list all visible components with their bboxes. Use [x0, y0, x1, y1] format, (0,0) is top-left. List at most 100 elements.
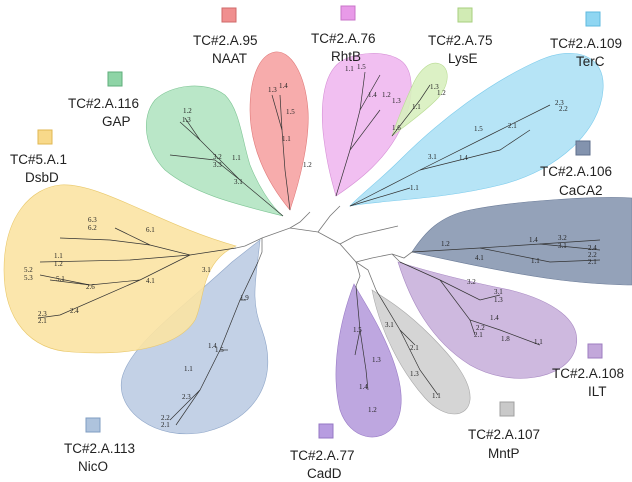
- legend-square-gap: [107, 71, 123, 87]
- tip-label-caca2: 4.1: [475, 254, 484, 262]
- tip-label-lyse: 1.1: [412, 103, 421, 111]
- tip-label-caca2: 2.2: [588, 251, 597, 259]
- family-name-naat: NAAT: [212, 51, 247, 66]
- tip-label-dsbd: 5.1: [56, 275, 65, 283]
- legend-square-naat: [221, 7, 237, 23]
- tip-label-terc: 1.1: [410, 184, 419, 192]
- tip-label-dsbd: 6.3: [88, 216, 97, 224]
- tip-label-nico: 1.5: [215, 346, 224, 354]
- family-name-caca2: CaCA2: [559, 183, 603, 198]
- family-name-mntp: MntP: [488, 446, 520, 461]
- tip-label-ilt: 1.8: [501, 335, 510, 343]
- tip-label-terc: 1.4: [459, 154, 468, 162]
- tip-label-rhtb: 1.1: [345, 65, 354, 73]
- tip-label-rhtb: 1.5: [357, 63, 366, 71]
- clade-region-cadd: [335, 283, 402, 438]
- family-tc-terc: TC#2.A.109: [550, 36, 622, 51]
- tip-label-mntp: 2.1: [410, 344, 419, 352]
- legend-square-cadd: [318, 423, 334, 439]
- family-name-gap: GAP: [102, 114, 131, 129]
- tip-label-dsbd: 4.1: [146, 277, 155, 285]
- family-legends: TC#2.A.116 GAP TC#2.A.95 NAAT TC#2.A.76 …: [10, 5, 624, 481]
- clade-region-mntp: [371, 289, 471, 415]
- tip-label-rhtb: 1.6: [392, 124, 401, 132]
- tip-label-cadd: 1.5: [353, 326, 362, 334]
- tip-label-dsbd: 5.3: [24, 274, 33, 282]
- family-tc-rhtb: TC#2.A.76: [311, 31, 376, 46]
- tip-label-cadd: 1.3: [372, 356, 381, 364]
- family-tc-mntp: TC#2.A.107: [468, 427, 540, 442]
- tip-label-dsbd: 2.4: [70, 307, 79, 315]
- tip-label-ilt: 1.3: [494, 296, 503, 304]
- tip-label-caca2: 1.4: [529, 236, 538, 244]
- tip-label-dsbd: 6.1: [146, 226, 155, 234]
- tip-label-dsbd: 3.1: [202, 266, 211, 274]
- clade-region-dsbd: [3, 184, 237, 354]
- tip-label-nico: 2.2: [161, 414, 170, 422]
- tree-branches: [37, 71, 601, 426]
- tip-label-terc: 2.2: [559, 105, 568, 113]
- legend-square-lyse: [457, 7, 473, 23]
- tip-label-dsbd: 2.1: [38, 317, 47, 325]
- family-tc-ilt: TC#2.A.108: [552, 366, 624, 381]
- legend-square-dsbd: [37, 129, 53, 145]
- tip-label-dsbd: 1.1: [54, 252, 63, 260]
- tip-label-dsbd: 6.2: [88, 224, 97, 232]
- tip-label-nico: 2.1: [161, 421, 170, 429]
- tip-label-mntp: 3.1: [385, 321, 394, 329]
- tip-label-caca2: 1.2: [441, 240, 450, 248]
- clade-region-naat: [249, 51, 309, 211]
- family-tc-naat: TC#2.A.95: [193, 33, 258, 48]
- tip-label-dsbd: 2.6: [86, 283, 95, 291]
- tip-label-gap: 1.1: [232, 154, 241, 162]
- tip-label-nico: 1.9: [240, 294, 249, 302]
- clade-region-caca2: [411, 197, 632, 286]
- clade-region-terc: [349, 53, 604, 207]
- family-name-cadd: CadD: [307, 466, 342, 481]
- clade-region-ilt: [397, 261, 577, 379]
- tip-label-naat: 1.1: [282, 135, 291, 143]
- tip-label-ilt: 3.1: [494, 288, 503, 296]
- tip-label-rhtb: 1.2: [382, 91, 391, 99]
- legend-square-ilt: [587, 343, 603, 359]
- tip-labels: 1.91.41.51.12.32.22.16.36.2 6.11.11.25.25…: [24, 63, 597, 429]
- legend-square-caca2: [575, 140, 591, 156]
- family-name-lyse: LysE: [448, 51, 478, 66]
- tip-label-lyse: 1.3: [430, 83, 439, 91]
- tip-label-nico: 1.1: [184, 365, 193, 373]
- family-tc-dsbd: TC#5.A.1: [10, 152, 67, 167]
- family-tc-nico: TC#2.A.113: [64, 441, 135, 456]
- tip-label-terc: 2.1: [508, 122, 517, 130]
- tip-label-caca2: 2.4: [588, 244, 597, 252]
- family-name-terc: TerC: [576, 54, 605, 69]
- tip-label-ilt: 2.1: [474, 331, 483, 339]
- tip-label-ilt: 1.4: [490, 314, 499, 322]
- tip-label-gap: 1.3: [182, 116, 191, 124]
- tip-label-terc: 3.1: [428, 153, 437, 161]
- tip-label-naat: 1.5: [286, 108, 295, 116]
- family-tc-caca2: TC#2.A.106: [540, 164, 612, 179]
- clade-regions: [3, 51, 632, 438]
- tip-label-mntp: 1.1: [432, 392, 441, 400]
- tip-label-gap: 1.2: [183, 107, 192, 115]
- family-name-ilt: ILT: [588, 384, 607, 399]
- family-name-rhtb: RhtB: [331, 49, 361, 64]
- tip-label-cadd: 1.4: [359, 383, 368, 391]
- family-tc-lyse: TC#2.A.75: [428, 33, 493, 48]
- tip-label-caca2: 2.1: [588, 258, 597, 266]
- legend-square-rhtb: [340, 5, 356, 21]
- tip-label-lyse: 1.2: [437, 89, 446, 97]
- tip-label-dsbd: 2.3: [38, 310, 47, 318]
- tip-label-cadd: 1.2: [368, 406, 377, 414]
- tip-label-nico: 1.4: [208, 342, 217, 350]
- tip-label-dsbd: 1.2: [54, 260, 63, 268]
- tip-label-mntp: 1.3: [410, 370, 419, 378]
- tip-label-caca2: 3.2: [558, 234, 567, 242]
- tip-label-terc: 1.5: [474, 125, 483, 133]
- clade-region-rhtb: [321, 53, 412, 197]
- tip-label-naat: 1.2: [303, 161, 312, 169]
- tip-label-gap: 3.3: [213, 161, 222, 169]
- legend-square-mntp: [499, 401, 515, 417]
- tip-label-caca2: 1.1: [531, 257, 540, 265]
